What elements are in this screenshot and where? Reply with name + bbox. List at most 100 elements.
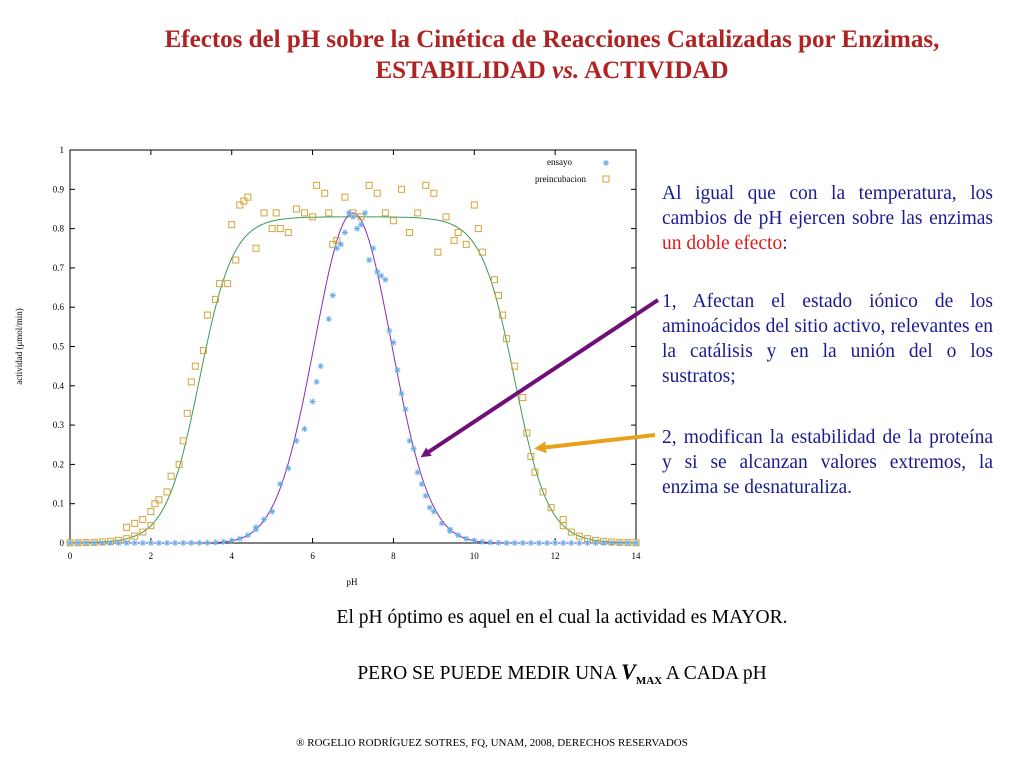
ensayo-point: [374, 268, 381, 275]
ensayo-tail-point: [576, 540, 583, 546]
x-tick-label: 12: [551, 551, 560, 561]
ensayo-point: [313, 378, 320, 385]
preincubacion-point: [187, 378, 195, 386]
ensayo-point-stroke: [277, 481, 283, 487]
copyright: ® ROGELIO RODRÍGUEZ SOTRES, FQ, UNAM, 20…: [296, 737, 688, 749]
y-tick-label: 0: [60, 538, 65, 548]
ensayo-tail-point: [624, 540, 631, 546]
preincubacion-tail-point: [139, 528, 147, 536]
ensayo-point-stroke: [625, 540, 631, 546]
ensayo-point: [261, 516, 268, 523]
preincubacion-point: [499, 311, 507, 319]
ensayo-tail-point: [155, 539, 162, 546]
ensayo-point-stroke: [374, 269, 380, 275]
ensayo-tail-point: [99, 540, 106, 546]
preincubacion-point: [357, 213, 365, 221]
ensayo-point: [366, 257, 373, 264]
preincubacion-point: [240, 197, 248, 205]
highlight-doble-efecto: un doble efecto: [662, 233, 783, 254]
ensayo-point-stroke: [354, 226, 360, 232]
ensayo-tail-point: [600, 540, 607, 546]
ensayo-point-stroke: [261, 516, 267, 522]
paragraph-doble-efecto: Al igual que con la temperatura, los cam…: [662, 181, 993, 256]
ensayo-point: [337, 241, 344, 248]
preincubacion-point: [329, 240, 337, 248]
preincubacion-point: [139, 515, 147, 523]
preincubacion-point: [300, 209, 308, 217]
ensayo-point: [382, 276, 389, 283]
preincubacion-point: [232, 256, 240, 264]
slide-title: Efectos del pH sobre la Cinética de Reac…: [40, 24, 1024, 86]
title-vs: vs.: [552, 57, 580, 84]
ensayo-point-stroke: [107, 540, 113, 546]
preincubacion-point: [179, 437, 187, 445]
ensayo-point-stroke: [560, 540, 566, 546]
ensayo-tail-point: [180, 539, 187, 546]
title-word-estabilidad: ESTABILIDAD: [375, 57, 553, 84]
ensayo-point-stroke: [403, 406, 409, 412]
ensayo-point: [386, 327, 393, 334]
ensayo-point-stroke: [419, 481, 425, 487]
preincubacion-point: [244, 193, 252, 201]
paragraph-estado-ionico: 1, Afectan el estado iónico de los amino…: [662, 291, 993, 387]
x-tick-label: 10: [470, 551, 480, 561]
ensayo-tail-point: [123, 540, 130, 546]
ensayo-point-stroke: [83, 540, 89, 546]
legend-preincubacion-marker: [602, 175, 610, 183]
ensayo-point-stroke: [487, 539, 494, 546]
ensayo-point-stroke: [382, 277, 388, 283]
ensayo-point: [325, 315, 332, 322]
ensayo-point-stroke: [91, 540, 97, 546]
ensayo-tail-point: [568, 539, 575, 546]
ensayo-point: [345, 209, 352, 216]
ensayo-point-stroke: [463, 536, 469, 542]
ensayo-point-stroke: [115, 540, 122, 546]
ensayo-tail-point: [633, 540, 639, 546]
x-tick-label: 14: [632, 551, 642, 561]
ensayo-point-stroke: [132, 540, 138, 546]
preincubacion-point: [511, 362, 519, 370]
ensayo-tail-point: [139, 539, 146, 546]
ensayo-point: [410, 445, 417, 452]
ensayo-point-stroke: [617, 540, 623, 546]
title-line-1: Efectos del pH sobre la Cinética de Reac…: [164, 26, 940, 53]
ensayo-point-stroke: [386, 328, 392, 334]
y-tick-label: 0.1: [53, 499, 64, 509]
ensayo-point-stroke: [394, 367, 401, 373]
vmax-pre: PERO SE PUEDE MEDIR UNA: [357, 663, 622, 684]
ensayo-point-stroke: [221, 539, 227, 545]
ensayo-point-stroke: [431, 509, 437, 515]
ensayo-tail-point: [495, 539, 502, 546]
y-tick-label: 1: [60, 145, 65, 155]
ensayo-point: [285, 465, 292, 472]
preincubacion-point: [309, 213, 317, 221]
ensayo-point-stroke: [536, 540, 542, 546]
ensayo-point: [390, 339, 397, 346]
preincubacion-point: [495, 291, 503, 299]
preincubacion-point: [131, 519, 139, 527]
preincubacion-fit-curve: [70, 216, 637, 544]
preincubacion-point: [450, 236, 458, 244]
legend-ensayo-label: ensayo: [547, 157, 572, 167]
ensayo-point-stroke: [415, 469, 421, 475]
ensayo-point-stroke: [124, 540, 130, 546]
ensayo-point-stroke: [314, 379, 320, 385]
preincubacion-point: [434, 248, 442, 256]
ensayo-tail-point: [616, 540, 623, 546]
ensayo-tail-point: [471, 537, 478, 544]
preincubacion-point: [547, 504, 555, 512]
ensayo-tail-point: [131, 539, 138, 546]
ensayo-point-stroke: [471, 538, 477, 544]
ensayo-point-stroke: [156, 540, 162, 546]
ensayo-tail-point: [204, 539, 211, 546]
ensayo-point: [293, 437, 300, 444]
ensayo-point: [406, 437, 413, 444]
preincubacion-point: [381, 209, 389, 217]
preincubacion-point: [373, 189, 381, 197]
ensayo-point: [398, 390, 405, 397]
ensayo-point-stroke: [172, 540, 178, 546]
ensayo-point-stroke: [520, 540, 526, 546]
ensayo-point-stroke: [455, 532, 461, 538]
ensayo-point-stroke: [75, 540, 81, 546]
preincubacion-point: [123, 523, 131, 531]
